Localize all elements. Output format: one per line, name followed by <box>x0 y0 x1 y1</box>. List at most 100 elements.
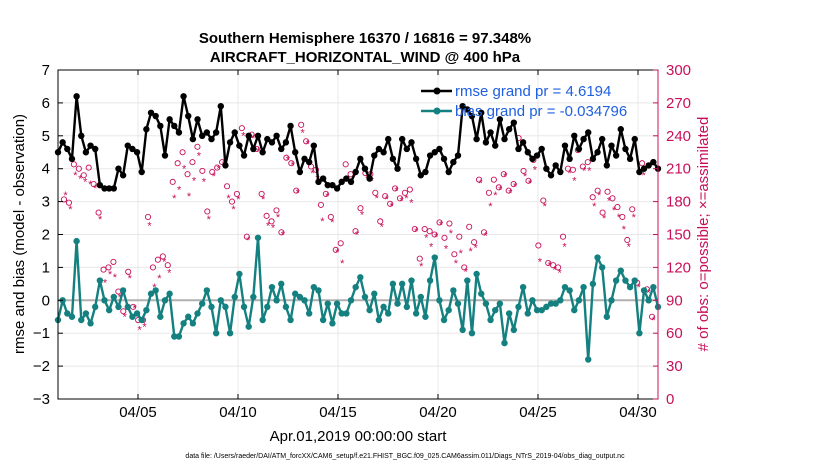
rmse-point <box>496 116 504 123</box>
bias-point <box>310 283 318 291</box>
legend: rmse grand pr = 4.6194 bias grand pr = -… <box>421 83 627 120</box>
y-tick-label-right: 270 <box>666 95 691 112</box>
bias-point <box>366 306 373 314</box>
obs-assimilated-marker: * <box>533 165 538 177</box>
rmse-point <box>603 162 611 169</box>
obs-possible-marker <box>233 190 240 197</box>
rmse-point <box>371 152 378 159</box>
obs-assimilated-marker: * <box>419 261 424 273</box>
legend-bias-label: bias grand pr = -0.034796 <box>455 103 627 120</box>
x-tick-label: 04/05 <box>119 404 157 421</box>
rmse-point <box>589 155 597 163</box>
bias-point <box>329 320 336 327</box>
y-axis-label-right: # of obs: o=possible; ×=assimilated <box>695 117 712 352</box>
obs-assimilated-marker: * <box>370 176 375 188</box>
rmse-point <box>152 112 159 120</box>
rmse-point <box>585 129 592 136</box>
obs-possible-marker <box>446 220 453 227</box>
obs-assimilated-marker: * <box>469 246 474 258</box>
obs-assimilated-marker: * <box>137 325 142 337</box>
obs-possible-marker <box>480 229 488 236</box>
obs-assimilated-marker: * <box>291 160 296 172</box>
bias-point <box>138 316 145 324</box>
rmse-point <box>347 178 355 186</box>
obs-assimilated-marker: * <box>597 190 602 202</box>
x-axis-label: Apr.01,2019 00:00:00 start <box>270 428 448 445</box>
obs-possible-marker <box>599 209 606 216</box>
rmse-point <box>180 93 187 100</box>
bias-point <box>217 297 224 304</box>
obs-assimilated-marker: * <box>459 248 464 260</box>
rmse-point <box>436 145 443 153</box>
obs-possible-marker <box>579 163 586 170</box>
rmse-point <box>296 168 304 176</box>
rmse-point <box>226 139 234 146</box>
rmse-point <box>240 152 248 159</box>
rmse-point <box>292 149 299 156</box>
rmse-point <box>198 132 206 139</box>
bias-point <box>119 287 127 294</box>
obs-assimilated-marker: * <box>133 303 138 315</box>
rmse-point <box>640 165 648 172</box>
obs-assimilated-marker: * <box>637 282 642 294</box>
rmse-point <box>524 149 531 156</box>
obs-assimilated-marker: * <box>113 272 118 284</box>
bias-point <box>436 297 443 304</box>
bias-point <box>236 270 243 278</box>
obs-possible-marker <box>144 213 152 221</box>
obs-assimilated-marker: * <box>310 168 315 180</box>
obs-assimilated-marker: * <box>528 178 533 190</box>
bias-point <box>64 310 71 317</box>
obs-possible-marker <box>476 176 483 183</box>
bias-point <box>73 237 80 245</box>
rmse-point <box>82 149 90 156</box>
obs-assimilated-marker: * <box>157 273 162 285</box>
rmse-point <box>133 149 141 156</box>
bias-point <box>250 293 257 301</box>
y-axis-label: rmse and bias (model - observation) <box>11 114 28 354</box>
obs-possible-marker <box>214 164 221 171</box>
obs-assimilated-marker: * <box>498 184 503 196</box>
obs-possible-marker <box>510 181 517 188</box>
rmse-point <box>598 135 606 143</box>
obs-assimilated-marker: * <box>246 235 251 247</box>
rmse-point <box>538 145 545 153</box>
obs-assimilated-marker: * <box>123 312 128 324</box>
bias-point <box>115 303 122 311</box>
bias-point <box>510 326 518 334</box>
x-tick-label: 04/20 <box>419 404 457 421</box>
bias-point <box>412 310 420 317</box>
bias-point <box>82 310 90 317</box>
rmse-point <box>185 112 192 120</box>
rmse-point <box>166 116 173 123</box>
obs-possible-marker <box>441 234 448 241</box>
obs-assimilated-marker: * <box>226 193 231 205</box>
rmse-point <box>645 162 652 169</box>
obs-assimilated-marker: * <box>464 267 469 279</box>
bias-point <box>161 297 169 304</box>
rmse-point <box>431 149 438 156</box>
obs-assimilated-marker: * <box>305 138 310 150</box>
obs-possible-marker <box>426 228 433 235</box>
bias-point <box>305 310 313 317</box>
rmse-point <box>547 172 555 179</box>
x-axis-tick-labels: 04/05 04/10 04/15 04/20 04/25 04/30 <box>119 404 657 421</box>
obs-assimilated-marker: * <box>78 173 83 185</box>
rmse-point <box>64 145 71 153</box>
bias-point <box>594 254 601 261</box>
obs-assimilated-marker: * <box>296 188 301 200</box>
bias-point <box>468 330 476 337</box>
y-tick-label-right: 210 <box>666 161 691 178</box>
bias-point <box>268 283 276 291</box>
rmse-point <box>650 158 657 166</box>
bias-point <box>259 316 266 324</box>
obs-assimilated-marker: * <box>380 222 385 234</box>
bias-point <box>375 316 383 324</box>
obs-assimilated-marker: * <box>543 201 548 213</box>
bias-point <box>394 300 401 307</box>
bias-point <box>245 323 252 330</box>
rmse-point <box>217 102 224 110</box>
bias-point <box>147 290 155 297</box>
rmse-point <box>580 135 587 143</box>
rmse-point <box>440 155 448 163</box>
